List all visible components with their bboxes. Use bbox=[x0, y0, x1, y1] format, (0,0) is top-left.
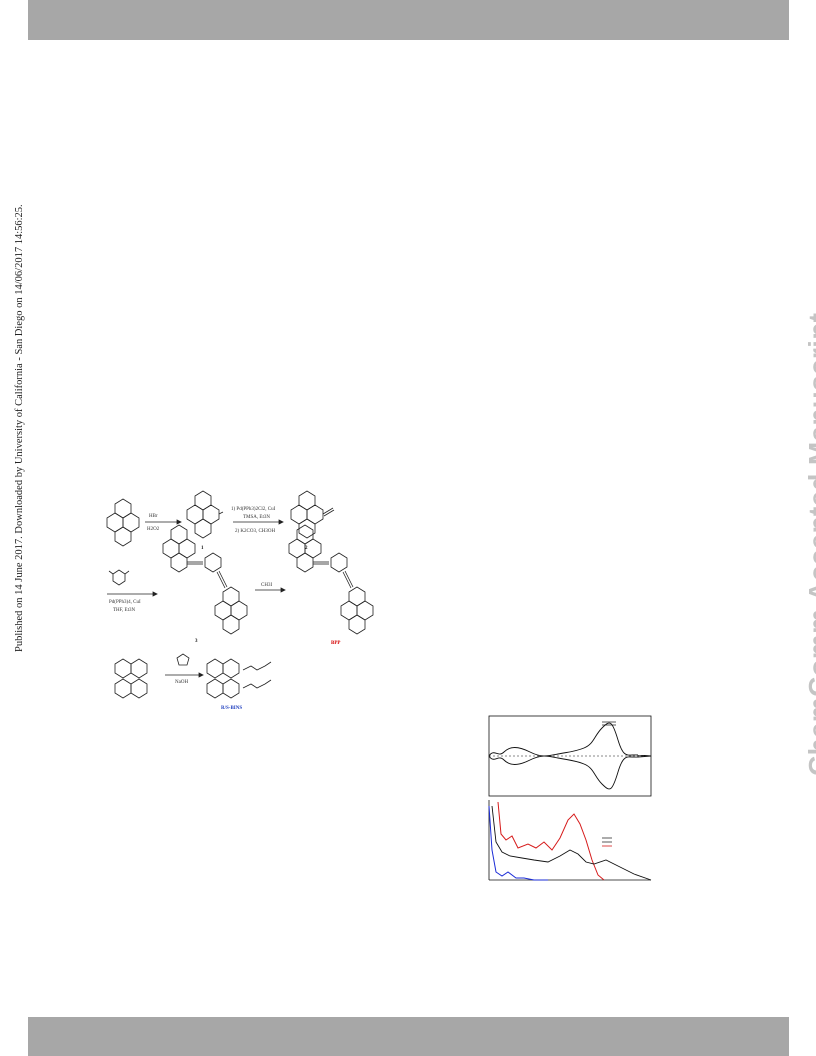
reagent-step3-line2: THF, Et3N bbox=[113, 608, 135, 613]
reagent-step2-line3: 2) K2CO3, CH3OH bbox=[235, 529, 276, 534]
footer-bar bbox=[28, 1017, 789, 1056]
reagent-step3-line1: Pd(PPh3)4, CuI bbox=[109, 600, 141, 605]
reagent-step1-bottom: H2O2 bbox=[147, 527, 160, 532]
uv-red-curve bbox=[497, 801, 605, 881]
compound-1-structure bbox=[186, 490, 224, 539]
reagent-step2-line2: TMSA, Et3N bbox=[243, 515, 270, 520]
uv-black-curve bbox=[491, 805, 652, 881]
compound-3-label: 3 bbox=[195, 639, 198, 644]
sultone-structure bbox=[176, 653, 190, 666]
compound-3-structure bbox=[162, 524, 248, 635]
reagent-step4: CH3I bbox=[261, 583, 272, 588]
download-note-text: Published on 14 June 2017. Downloaded by… bbox=[14, 204, 25, 652]
bins-structure bbox=[206, 658, 272, 699]
spectra-figure bbox=[488, 715, 652, 881]
cd-curve-upper bbox=[488, 722, 652, 757]
reagent-step5: NaOH bbox=[175, 680, 188, 685]
compound-2-structure bbox=[290, 490, 335, 539]
bpp-structure bbox=[288, 524, 374, 635]
header-bar bbox=[28, 0, 789, 40]
dibromopyridine-structure bbox=[108, 569, 130, 586]
bins-label: R/S-BINS bbox=[221, 706, 242, 711]
bpp-label: BPP bbox=[331, 641, 340, 646]
synthesis-scheme: HBr H2O2 1) Pd(PPh3)2Cl2, CuI TMSA, Et3N… bbox=[106, 490, 374, 711]
cd-curve-lower bbox=[488, 755, 652, 790]
reagent-step1-top: HBr bbox=[149, 514, 158, 519]
compound-2-label: 2 bbox=[305, 546, 308, 551]
pyrene-structure bbox=[106, 498, 140, 547]
compound-1-label: 1 bbox=[201, 546, 204, 551]
binaphthol-structure bbox=[114, 658, 148, 699]
uv-blue-curve bbox=[488, 805, 548, 881]
watermark-text: ChemComm Accepted Manuscript bbox=[803, 312, 816, 776]
reagent-step2-line1: 1) Pd(PPh3)2Cl2, CuI bbox=[231, 507, 276, 512]
